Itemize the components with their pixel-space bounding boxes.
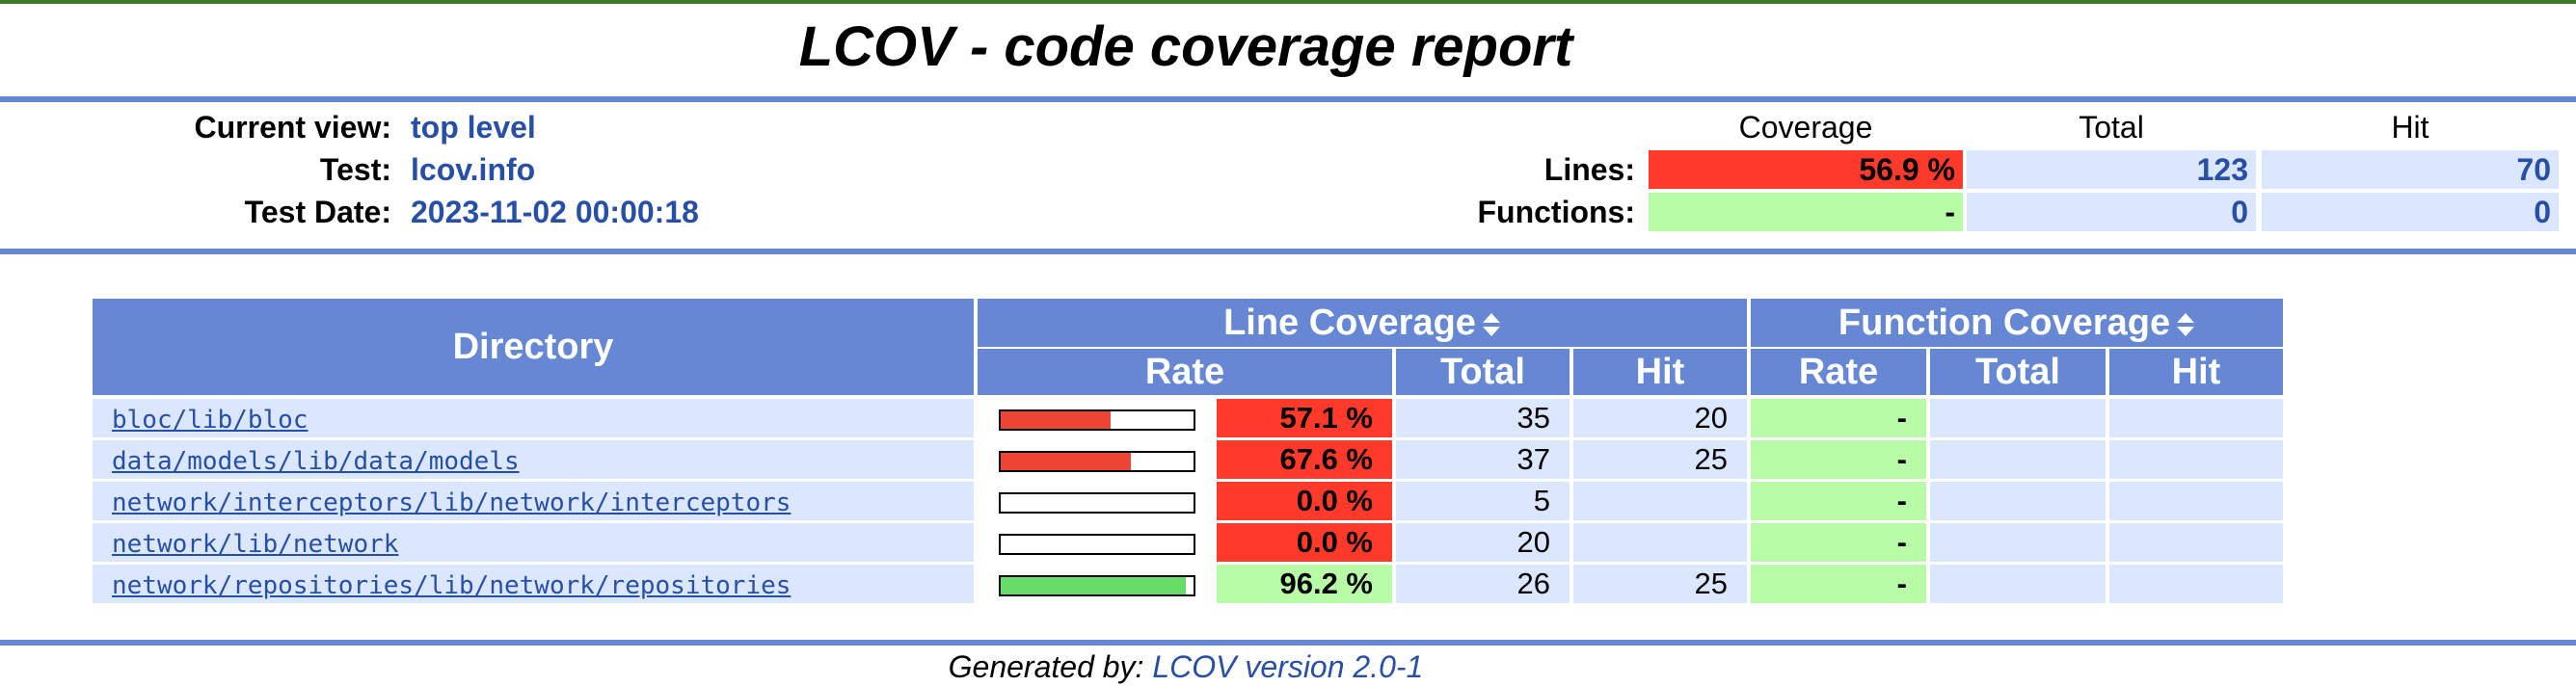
function-hit-value	[2109, 565, 2283, 603]
directory-link[interactable]: network/lib/network	[112, 530, 399, 559]
function-rate-subheader: Rate	[1751, 349, 1926, 395]
line-rate-percent: 96.2 %	[1217, 565, 1392, 603]
function-rate-value: -	[1751, 565, 1926, 603]
test-label: Test:	[319, 152, 391, 187]
line-hit-value: 25	[1573, 565, 1747, 603]
table-row-directory: bloc/lib/bloc	[93, 399, 974, 437]
current-view-link[interactable]: top level	[411, 110, 536, 145]
line-hit-subheader: Hit	[1573, 349, 1747, 395]
coverage-bar-cell	[978, 440, 1215, 479]
line-hit-value	[1573, 482, 1747, 520]
line-total-value: 26	[1396, 565, 1570, 603]
test-date-value: 2023-11-02 00:00:18	[411, 195, 699, 229]
table-row-directory: network/interceptors/lib/network/interce…	[93, 482, 974, 520]
line-hit-value: 20	[1573, 399, 1747, 437]
coverage-column-header: Coverage	[1738, 110, 1873, 145]
function-rate-value: -	[1751, 440, 1926, 479]
function-rate-value: -	[1751, 482, 1926, 520]
coverage-bar-fill	[1001, 577, 1187, 594]
line-rate-subheader: Rate	[978, 349, 1392, 395]
directory-link[interactable]: data/models/lib/data/models	[112, 447, 520, 476]
coverage-bar	[999, 492, 1195, 514]
line-rate-percent: 57.1 %	[1217, 399, 1392, 437]
header-ruler-top	[0, 96, 2576, 102]
footer-ruler	[0, 640, 2576, 646]
directory-column-header: Directory	[93, 299, 974, 395]
lcov-version-link[interactable]: LCOV version 2.0-1	[1152, 649, 1424, 684]
lines-hit-value: 70	[2262, 150, 2559, 189]
coverage-bar	[999, 575, 1195, 596]
function-coverage-header[interactable]: Function Coverage	[1751, 299, 2283, 347]
line-rate-percent: 0.0 %	[1217, 523, 1392, 562]
sort-icon[interactable]	[1482, 312, 1501, 337]
function-total-value	[1930, 523, 2106, 562]
lines-total-value: 123	[1967, 150, 2256, 189]
line-hit-value	[1573, 523, 1747, 562]
coverage-bar-cell	[978, 482, 1215, 520]
function-hit-value	[2109, 482, 2283, 520]
function-total-value	[1930, 482, 2106, 520]
function-hit-value	[2109, 399, 2283, 437]
lines-label: Lines:	[1543, 152, 1635, 187]
test-value: lcov.info	[411, 152, 536, 187]
table-row-directory: data/models/lib/data/models	[93, 440, 974, 479]
function-total-value	[1930, 440, 2106, 479]
line-total-subheader: Total	[1396, 349, 1570, 395]
functions-label: Functions:	[1477, 195, 1635, 229]
function-hit-subheader: Hit	[2109, 349, 2283, 395]
test-date-label: Test Date:	[244, 195, 391, 229]
coverage-bar	[999, 409, 1195, 431]
total-column-header: Total	[2079, 110, 2144, 145]
function-coverage-header-label: Function Coverage	[1838, 303, 2171, 343]
footer: Generated by: LCOV version 2.0-1	[0, 647, 2372, 686]
line-rate-percent: 67.6 %	[1217, 440, 1392, 479]
line-total-value: 20	[1396, 523, 1570, 562]
function-hit-value	[2109, 523, 2283, 562]
coverage-bar-cell	[978, 565, 1215, 603]
function-rate-value: -	[1751, 523, 1926, 562]
coverage-bar-cell	[978, 523, 1215, 562]
page-title: LCOV - code coverage report	[798, 15, 1573, 78]
function-total-value	[1930, 565, 2106, 603]
current-view-label: Current view:	[194, 110, 391, 145]
function-total-subheader: Total	[1930, 349, 2106, 395]
directory-link[interactable]: network/repositories/lib/network/reposit…	[112, 571, 792, 600]
line-coverage-header[interactable]: Line Coverage	[978, 299, 1747, 347]
line-rate-percent: 0.0 %	[1217, 482, 1392, 520]
hit-column-header: Hit	[2391, 110, 2429, 145]
coverage-bar	[999, 534, 1195, 555]
line-total-value: 37	[1396, 440, 1570, 479]
line-total-value: 35	[1396, 399, 1570, 437]
line-hit-value: 25	[1573, 440, 1747, 479]
directory-link[interactable]: bloc/lib/bloc	[112, 406, 309, 435]
sort-icon[interactable]	[2176, 312, 2195, 337]
generated-by-label: Generated by:	[948, 649, 1144, 684]
table-row-directory: network/repositories/lib/network/reposit…	[93, 565, 974, 603]
functions-coverage-value: -	[1649, 193, 1963, 231]
line-total-value: 5	[1396, 482, 1570, 520]
coverage-bar-fill	[1001, 453, 1132, 470]
function-rate-value: -	[1751, 399, 1926, 437]
table-row-directory: network/lib/network	[93, 523, 974, 562]
coverage-bar	[999, 451, 1195, 472]
functions-hit-value: 0	[2262, 193, 2559, 231]
header-ruler-bottom	[0, 249, 2576, 254]
coverage-bar-cell	[978, 399, 1215, 437]
directory-link[interactable]: network/interceptors/lib/network/interce…	[112, 488, 792, 517]
function-total-value	[1930, 399, 2106, 437]
functions-total-value: 0	[1967, 193, 2256, 231]
top-border	[0, 0, 2576, 4]
function-hit-value	[2109, 440, 2283, 479]
line-coverage-header-label: Line Coverage	[1223, 303, 1476, 343]
lines-coverage-value: 56.9 %	[1649, 150, 1963, 189]
coverage-bar-fill	[1001, 411, 1112, 429]
